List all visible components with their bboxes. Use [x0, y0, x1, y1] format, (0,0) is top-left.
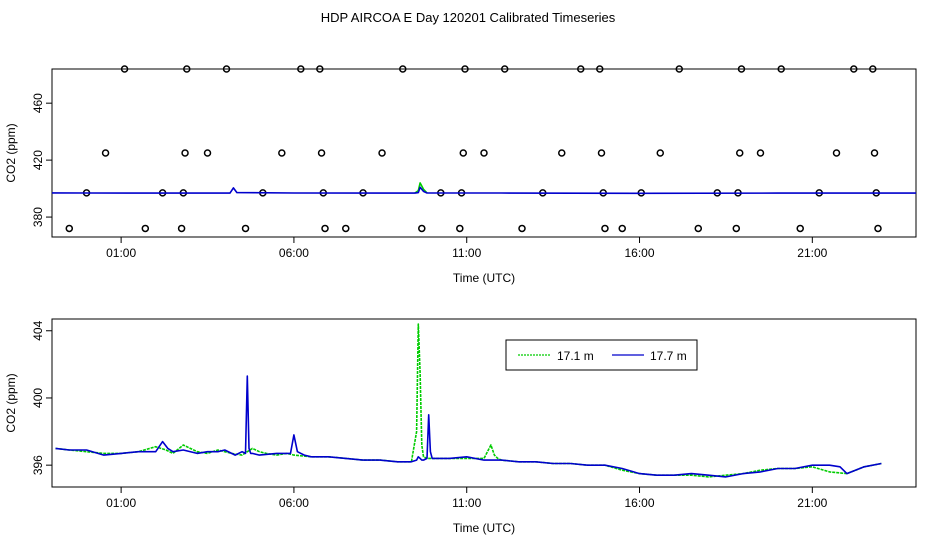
scatter-group: [65, 65, 882, 233]
x-axis-label-top: Time (UTC): [453, 271, 515, 285]
series-line-17-1m: [55, 323, 882, 478]
bottom-y-tick-label: 404: [31, 320, 45, 340]
scatter-point: [874, 224, 882, 233]
bottom-x-tick-label: 16:00: [625, 496, 655, 510]
panel-top: 01:00 06:00 11:00 16:00 21:00 380 420 460 Time …: [4, 65, 917, 285]
scatter-point: [596, 65, 604, 73]
scatter-point: [577, 65, 585, 73]
scatter-point: [796, 224, 804, 233]
y-axis-label-bottom: CO2 (ppm): [4, 373, 18, 432]
scatter-point: [203, 149, 212, 157]
scatter-point: [735, 149, 744, 157]
scatter-point: [399, 65, 407, 73]
scatter-point: [737, 65, 746, 73]
scatter-point: [732, 224, 741, 233]
scatter-point: [518, 224, 526, 233]
panel-bottom: 01:00 06:00 11:00 16:00 21:00 396 400 404 Time …: [4, 318, 917, 535]
scatter-point: [317, 149, 326, 157]
scatter-point: [558, 149, 566, 157]
scatter-point: [183, 65, 191, 73]
top-x-tick-label: 06:00: [279, 246, 309, 260]
scatter-point: [870, 149, 879, 157]
scatter-point: [777, 65, 785, 73]
scatter-point: [461, 65, 469, 73]
scatter-point: [65, 224, 74, 233]
scatter-point: [618, 224, 626, 233]
scatter-point: [418, 224, 426, 233]
scatter-point: [297, 65, 305, 73]
y-axis-label-top: CO2 (ppm): [4, 123, 18, 182]
scatter-point: [101, 149, 110, 157]
series-line-17-1m-top: [414, 182, 428, 194]
top-x-tick-label: 16:00: [625, 246, 655, 260]
scatter-point: [120, 65, 129, 73]
bottom-x-tick-label: 21:00: [797, 496, 827, 510]
series-line-17-7m-top: [51, 186, 916, 195]
scatter-point: [222, 65, 231, 73]
axis-ticks-bottom: 01:00 06:00 11:00 16:00 21:00 396 400 404: [31, 320, 828, 510]
line-group-bottom: [55, 323, 882, 478]
scatter-point: [456, 224, 464, 233]
bottom-y-tick-label: 396: [31, 455, 45, 475]
series-line-17-7m: [55, 375, 882, 478]
bottom-x-tick-label: 01:00: [106, 496, 136, 510]
scatter-point: [316, 65, 324, 73]
x-axis-label-bottom: Time (UTC): [453, 521, 515, 535]
scatter-point: [832, 149, 841, 157]
scatter-point: [756, 149, 765, 157]
scatter-point: [241, 224, 250, 233]
scatter-point: [378, 149, 386, 157]
scatter-point: [141, 224, 150, 233]
legend-label-17-7m: 17.7 m: [650, 349, 687, 363]
legend: 17.1 m 17.7 m: [505, 339, 698, 371]
bottom-x-tick-label: 06:00: [279, 496, 309, 510]
scatter-point: [278, 149, 286, 157]
scatter-point: [597, 149, 606, 157]
plot-frame-top: [51, 68, 917, 238]
scatter-point: [177, 224, 186, 233]
bottom-x-tick-label: 11:00: [452, 496, 481, 510]
scatter-point: [675, 65, 684, 73]
scatter-point: [869, 65, 877, 73]
scatter-point: [342, 224, 350, 233]
legend-label-17-1m: 17.1 m: [557, 349, 594, 363]
top-y-tick-label: 460: [31, 93, 45, 113]
scatter-point: [656, 149, 665, 157]
plot-frame-bottom: [51, 318, 917, 488]
scatter-point: [694, 224, 703, 233]
scatter-point: [459, 149, 468, 157]
scatter-point: [850, 65, 858, 73]
scatter-point: [500, 65, 509, 73]
top-x-tick-label: 21:00: [797, 246, 827, 260]
axis-ticks-top: 01:00 06:00 11:00 16:00 21:00 380 420 460: [31, 93, 828, 260]
top-y-tick-label: 380: [31, 207, 45, 227]
top-x-tick-label: 01:00: [106, 246, 136, 260]
scatter-point: [480, 149, 488, 157]
top-y-tick-label: 420: [31, 150, 45, 170]
top-x-tick-label: 11:00: [452, 246, 481, 260]
bottom-y-tick-label: 400: [31, 388, 45, 408]
line-group-top: [51, 182, 916, 195]
scatter-point: [181, 149, 189, 157]
scatter-point: [321, 224, 329, 233]
figure-title: HDP AIRCOA E Day 120201 Calibrated Times…: [321, 10, 616, 25]
scatter-point: [601, 224, 609, 233]
